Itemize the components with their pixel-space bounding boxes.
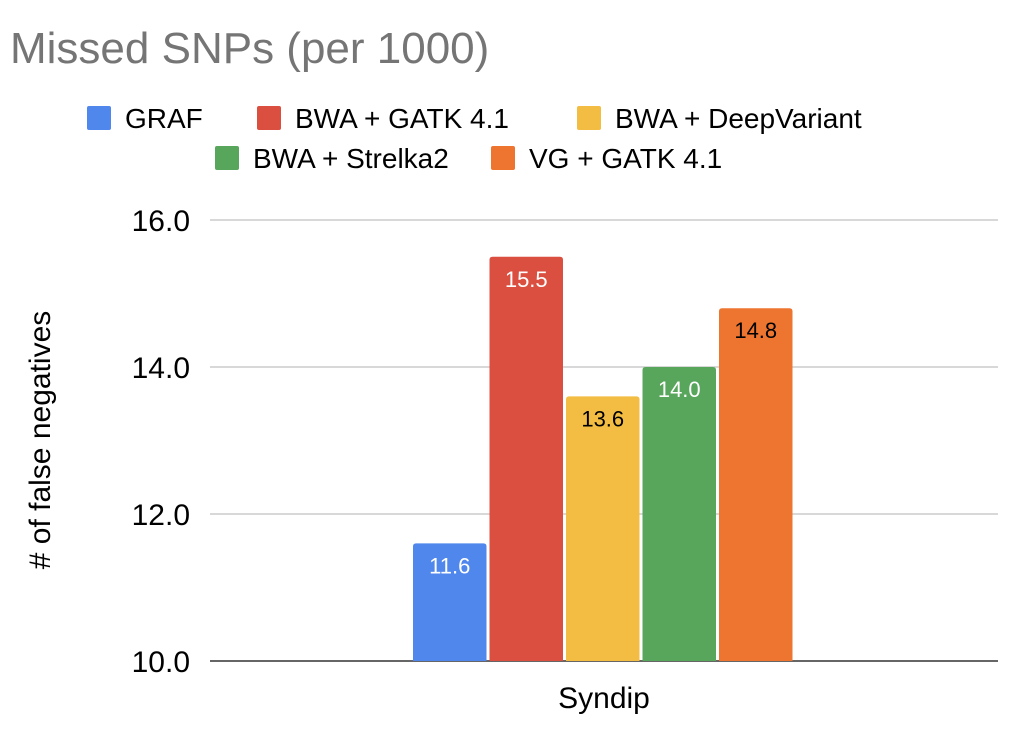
legend-swatch	[577, 106, 601, 130]
legend-label: GRAF	[125, 103, 203, 134]
y-tick-label: 16.0	[132, 205, 190, 238]
data-label: 15.5	[505, 267, 548, 292]
y-tick-label: 10.0	[132, 646, 190, 679]
legend-label: BWA + Strelka2	[253, 143, 449, 174]
chart-title: Missed SNPs (per 1000)	[10, 24, 489, 73]
bar	[413, 543, 487, 661]
y-axis-ticks: 10.0 12.0 14.0 16.0	[132, 205, 190, 679]
y-tick-label: 12.0	[132, 499, 190, 532]
data-label: 13.6	[581, 406, 624, 431]
legend-item: BWA + GATK 4.1	[257, 103, 509, 134]
bar	[642, 367, 716, 661]
legend: GRAF BWA + GATK 4.1 BWA + DeepVariant BWA +…	[87, 103, 862, 174]
x-tick-label: Syndip	[558, 682, 650, 715]
legend-label: BWA + GATK 4.1	[295, 103, 509, 134]
legend-item: BWA + Strelka2	[215, 143, 449, 174]
legend-swatch	[215, 146, 239, 170]
bar	[489, 256, 563, 661]
bar	[719, 308, 793, 661]
legend-label: VG + GATK 4.1	[529, 143, 722, 174]
legend-swatch	[257, 106, 281, 130]
bar	[566, 396, 640, 661]
legend-swatch	[491, 146, 515, 170]
legend-item: GRAF	[87, 103, 203, 134]
data-label: 14.0	[658, 377, 701, 402]
data-label: 11.6	[429, 553, 470, 578]
x-axis-ticks: Syndip	[558, 682, 650, 715]
legend-swatch	[87, 106, 111, 130]
legend-label: BWA + DeepVariant	[615, 103, 862, 134]
legend-item: BWA + DeepVariant	[577, 103, 862, 134]
data-label: 14.8	[734, 318, 777, 343]
y-tick-label: 14.0	[132, 352, 190, 385]
legend-item: VG + GATK 4.1	[491, 143, 722, 174]
bars: 11.6 15.5 13.6 14.0 14.8	[413, 256, 793, 661]
y-axis-label: # of false negatives	[24, 311, 57, 570]
